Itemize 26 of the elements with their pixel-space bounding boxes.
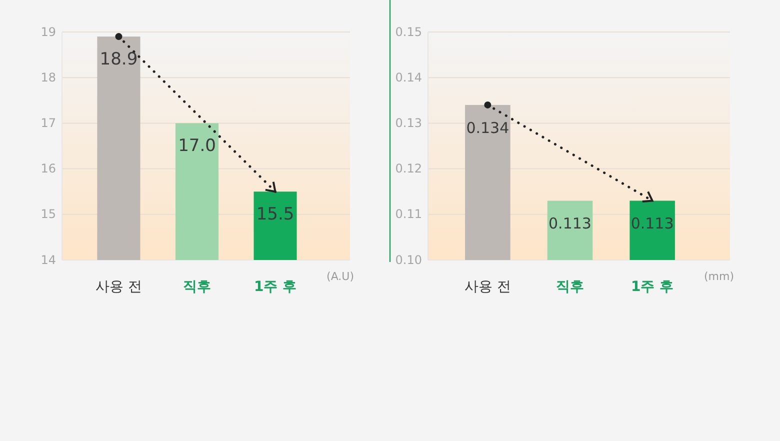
y-tick-label: 0.12 <box>395 162 422 176</box>
y-tick-label: 18 <box>40 70 56 84</box>
data-label: 15.5 <box>256 204 294 225</box>
data-label: 0.134 <box>466 118 510 137</box>
x-tick-label: 직후 <box>183 279 211 295</box>
x-tick-label: 직후 <box>556 279 584 295</box>
y-tick-label: 0.13 <box>395 116 422 130</box>
text: (A.U) <box>326 270 354 283</box>
y-tick-label: 19 <box>40 24 56 39</box>
y-tick-label: 15 <box>40 207 56 222</box>
y-tick-label: 17 <box>40 116 56 130</box>
data-label: 17.0 <box>178 136 216 156</box>
data-label: 18.9 <box>100 50 138 70</box>
text: (mm) <box>704 270 734 283</box>
y-tick-label: 14 <box>40 252 56 267</box>
y-tick-label: 0.15 <box>395 24 422 39</box>
y-tick-label: 0.14 <box>395 70 422 84</box>
data-label: 0.113 <box>548 214 592 233</box>
x-tick-label: 사용 전 <box>96 279 142 295</box>
y-tick-label: 16 <box>40 162 56 176</box>
y-tick-label: 0.11 <box>395 207 422 222</box>
y-tick-label: 0.10 <box>395 252 422 267</box>
x-tick-label: 사용 전 <box>464 279 511 295</box>
x-tick-label: 1주 후 <box>254 279 297 295</box>
x-tick-label: 1주 후 <box>631 279 674 295</box>
data-label: 0.113 <box>630 214 674 233</box>
